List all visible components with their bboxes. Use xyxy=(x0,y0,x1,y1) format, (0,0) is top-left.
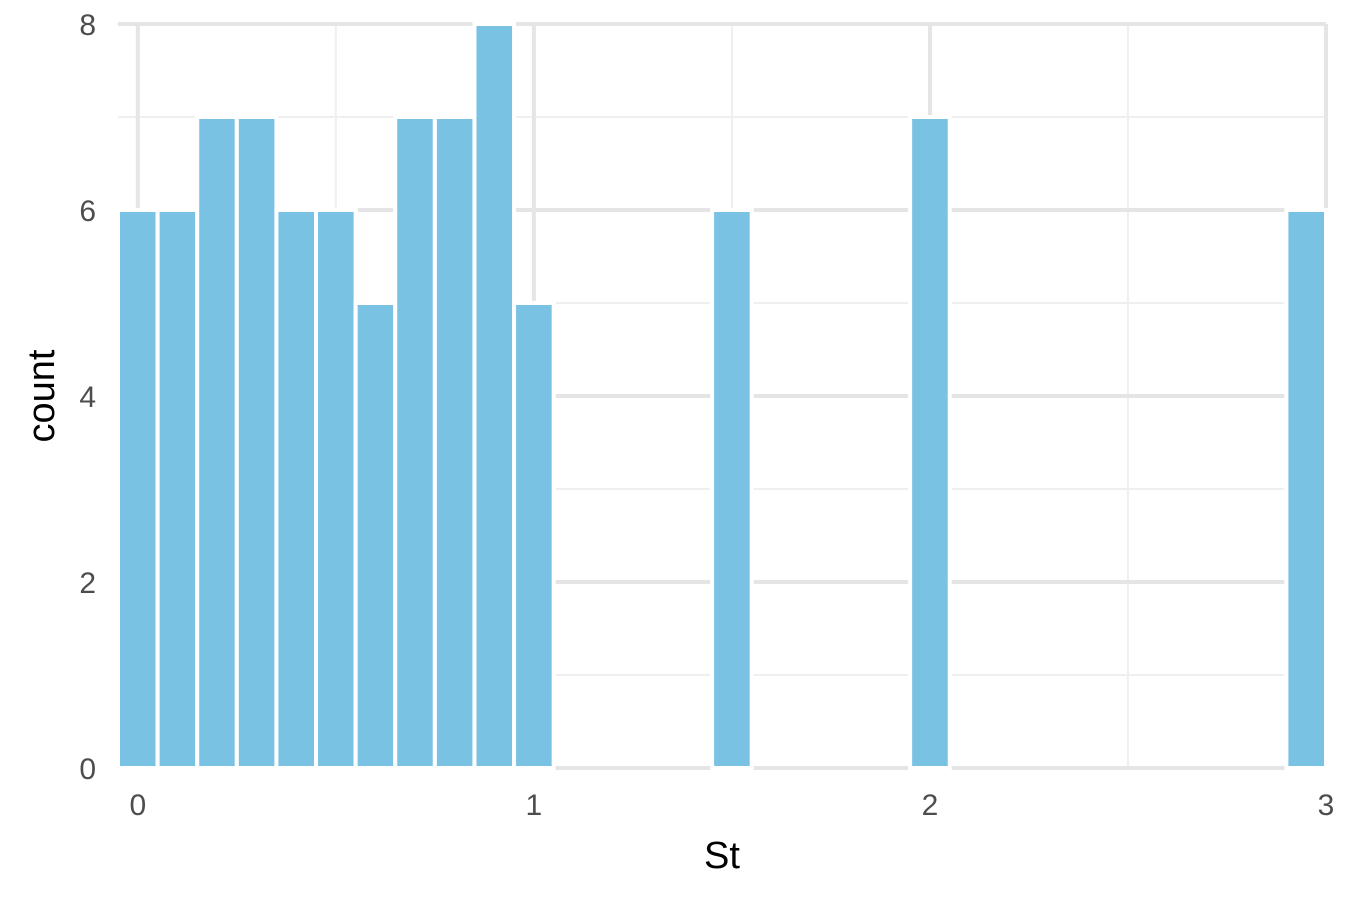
x-axis-tick-labels: 0 1 2 3 xyxy=(129,789,1334,822)
y-axis-title: count xyxy=(21,349,63,442)
histogram-bar xyxy=(432,115,477,770)
histogram-bar xyxy=(472,22,517,770)
histogram-bar xyxy=(155,208,200,770)
histogram-bar xyxy=(274,208,319,770)
x-tick-label: 2 xyxy=(922,789,939,822)
y-tick-label: 2 xyxy=(79,567,96,600)
histogram-bar xyxy=(710,208,754,770)
histogram-bar xyxy=(353,301,398,770)
histogram-bar xyxy=(314,208,358,770)
y-tick-label: 0 xyxy=(79,753,96,786)
x-tick-label: 3 xyxy=(1318,789,1335,822)
histogram-bar xyxy=(512,301,556,770)
x-tick-label: 1 xyxy=(526,789,543,822)
bars xyxy=(116,22,1328,770)
histogram-bar xyxy=(908,115,952,770)
y-axis-tick-labels: 0 2 4 6 8 xyxy=(79,9,96,786)
histogram-bar xyxy=(116,208,160,770)
histogram-bar xyxy=(1284,208,1328,770)
histogram-bar xyxy=(234,115,279,770)
y-tick-label: 4 xyxy=(79,381,96,414)
y-tick-label: 8 xyxy=(79,9,96,42)
histogram-bar xyxy=(195,115,239,770)
x-tick-label: 0 xyxy=(129,789,146,822)
y-tick-label: 6 xyxy=(79,195,96,228)
histogram-bar xyxy=(393,115,437,770)
x-axis-title: St xyxy=(704,835,740,877)
